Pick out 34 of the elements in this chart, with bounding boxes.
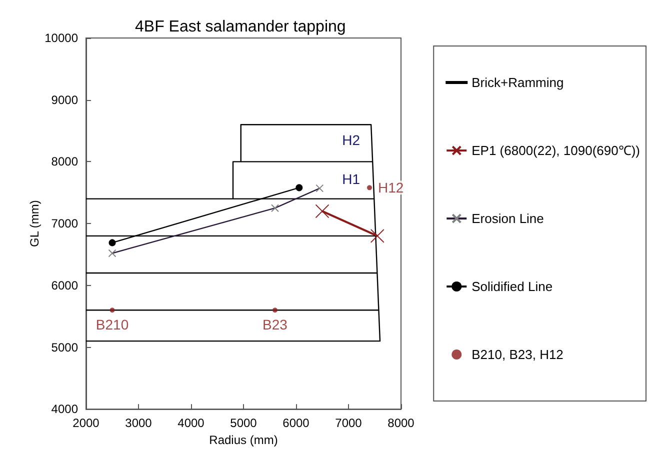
point <box>315 204 330 218</box>
x-tick-label: 4000 <box>178 416 205 430</box>
point <box>296 184 303 192</box>
point <box>370 228 384 243</box>
legend-label: Brick+Ramming <box>472 75 564 90</box>
y-tick-label: 9000 <box>51 92 78 107</box>
annotation: H2 <box>342 132 360 148</box>
x-tick-label: 3000 <box>125 416 152 430</box>
point <box>108 239 116 246</box>
y-tick-label: 5000 <box>51 340 78 354</box>
chart-title: 4BF East salamander tapping <box>135 18 346 36</box>
x-tick-label: 2000 <box>72 416 100 430</box>
point <box>367 185 372 190</box>
y-tick-label: 10000 <box>44 31 78 45</box>
y-tick-label: 7000 <box>51 216 78 231</box>
x-tick-label: 7000 <box>335 416 362 430</box>
y-axis-title: GL (mm) <box>28 200 42 247</box>
legend-label: B210, B23, H12 <box>472 347 564 362</box>
x-axis-title: Radius (mm) <box>209 433 278 447</box>
point <box>272 308 278 313</box>
legend-label: Erosion Line <box>472 211 544 226</box>
y-tick-label: 4000 <box>51 402 78 416</box>
y-tick-label: 6000 <box>51 278 78 292</box>
annotation: H12 <box>378 180 404 196</box>
legend-label: EP1 (6800(22), 1090(690℃)) <box>472 143 640 158</box>
x-tick-label: 8000 <box>388 416 415 430</box>
y-tick-label: 8000 <box>51 154 78 169</box>
point <box>110 308 115 313</box>
annotation: H1 <box>342 171 360 187</box>
annotation: B210 <box>96 316 129 333</box>
x-tick-label: 5000 <box>230 416 258 430</box>
x-tick-label: 6000 <box>282 416 310 430</box>
annotation: B23 <box>262 316 288 333</box>
legend-label: Solidified Line <box>472 279 553 294</box>
